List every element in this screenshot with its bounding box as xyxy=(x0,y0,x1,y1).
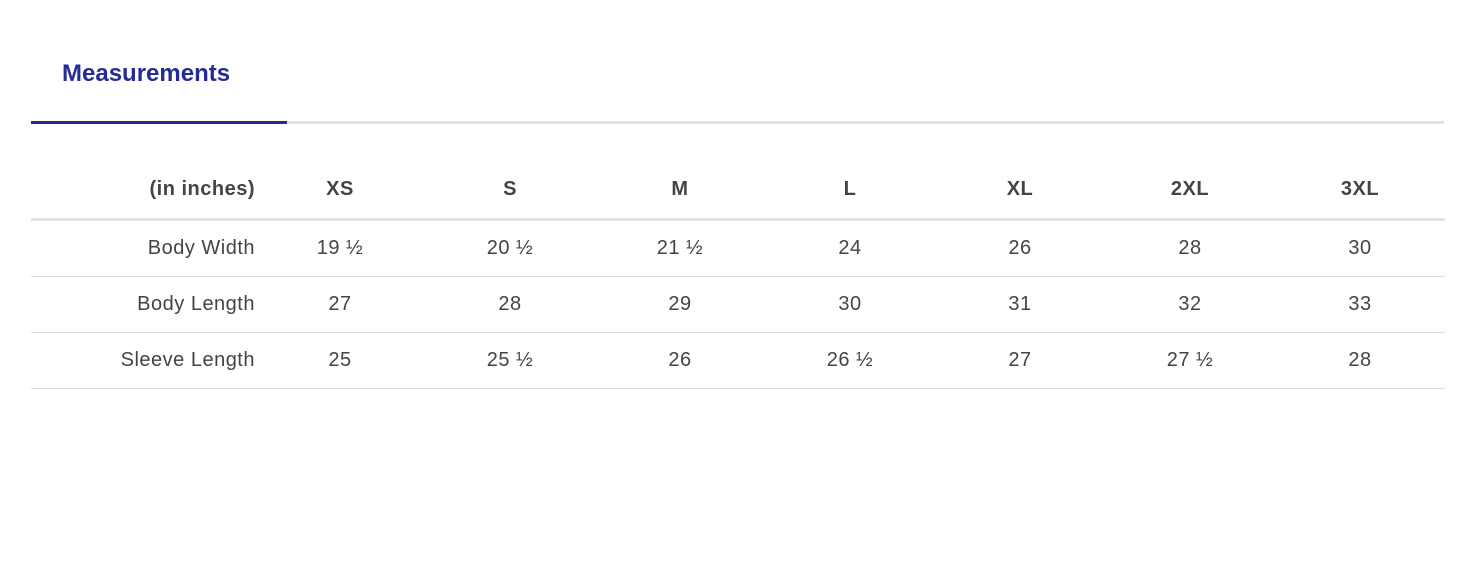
header-row: (in inches) XS S M L XL 2XL 3XL xyxy=(31,160,1445,221)
table-row: Sleeve Length 25 25 ½ 26 26 ½ 27 27 ½ 28 xyxy=(31,332,1445,389)
table-cell: 27 xyxy=(255,276,425,333)
size-header: L xyxy=(765,160,935,221)
row-label: Body Width xyxy=(31,219,255,277)
tab-bar: Measurements xyxy=(31,0,1444,124)
table-row: Body Width 19 ½ 20 ½ 21 ½ 24 26 28 30 xyxy=(31,219,1445,277)
table-cell: 28 xyxy=(425,276,595,333)
size-header: XL xyxy=(935,160,1105,221)
row-label: Body Length xyxy=(31,276,255,333)
table-cell: 32 xyxy=(1105,276,1275,333)
table-cell: 29 xyxy=(595,276,765,333)
table-row: Body Length 27 28 29 30 31 32 33 xyxy=(31,276,1445,333)
size-header: 2XL xyxy=(1105,160,1275,221)
table-cell: 20 ½ xyxy=(425,219,595,277)
table-cell: 31 xyxy=(935,276,1105,333)
table-cell: 28 xyxy=(1275,332,1445,389)
table-cell: 27 ½ xyxy=(1105,332,1275,389)
table-cell: 21 ½ xyxy=(595,219,765,277)
table-cell: 24 xyxy=(765,219,935,277)
tab-measurements[interactable]: Measurements xyxy=(31,0,287,124)
table-cell: 26 xyxy=(935,219,1105,277)
size-header: S xyxy=(425,160,595,221)
size-header: M xyxy=(595,160,765,221)
table-cell: 30 xyxy=(765,276,935,333)
size-header: 3XL xyxy=(1275,160,1445,221)
tab-label: Measurements xyxy=(62,60,231,87)
table-cell: 28 xyxy=(1105,219,1275,277)
table-cell: 19 ½ xyxy=(255,219,425,277)
unit-label: (in inches) xyxy=(31,160,255,221)
table-cell: 27 xyxy=(935,332,1105,389)
table-cell: 30 xyxy=(1275,219,1445,277)
table-cell: 25 xyxy=(255,332,425,389)
table-cell: 33 xyxy=(1275,276,1445,333)
row-label: Sleeve Length xyxy=(31,332,255,389)
table-cell: 26 xyxy=(595,332,765,389)
size-header: XS xyxy=(255,160,425,221)
table-cell: 26 ½ xyxy=(765,332,935,389)
table-cell: 25 ½ xyxy=(425,332,595,389)
